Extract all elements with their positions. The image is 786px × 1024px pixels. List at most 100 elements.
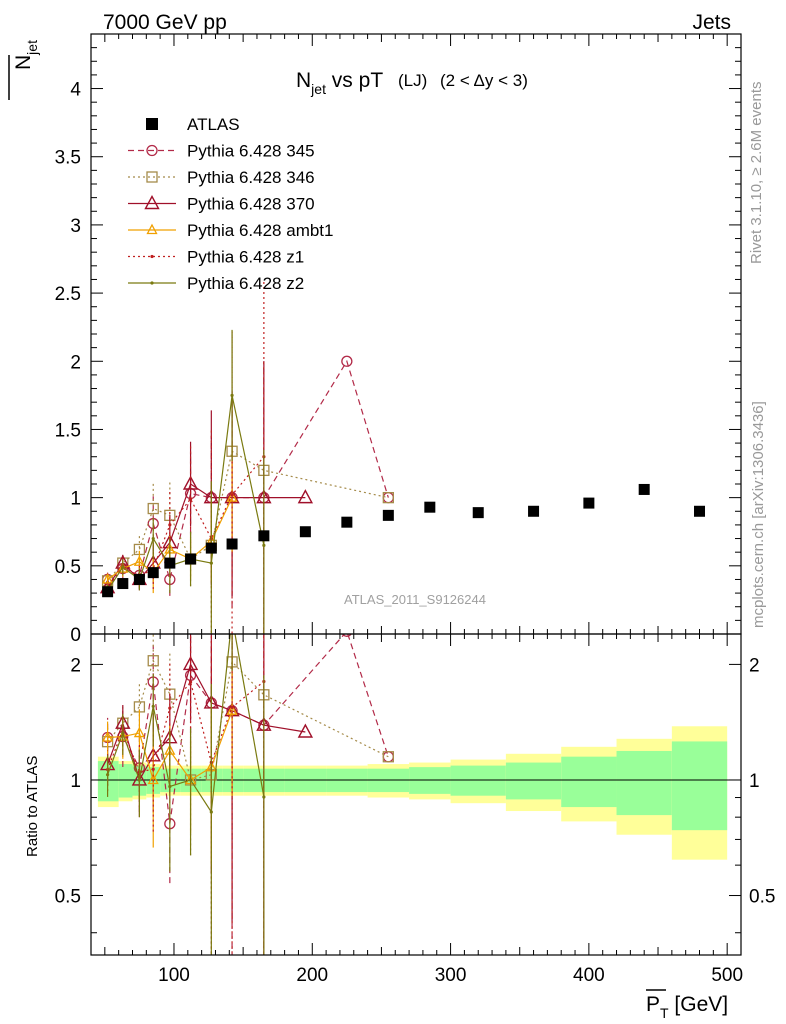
series-ratio-line — [107, 659, 389, 781]
series-point — [182, 475, 199, 490]
header-jets-label: Jets — [692, 11, 731, 34]
series-ratio-point — [102, 731, 114, 742]
series-ratio-point — [341, 634, 352, 637]
series-line — [107, 450, 389, 582]
x-tick-label: 400 — [573, 965, 605, 986]
series-point — [147, 502, 159, 515]
series-main-z2 — [105, 329, 266, 634]
atlas-data — [102, 483, 706, 598]
series-point — [230, 393, 234, 397]
ratio-uncertainty-bands — [91, 726, 741, 860]
x-tick-label: 300 — [435, 965, 467, 986]
x-axis-title-sub: T — [660, 1005, 669, 1021]
legend-label: Pythia 6.428 ambt1 — [187, 221, 333, 240]
y-tick-label: 2.5 — [55, 284, 81, 305]
title-range: (2 < Δy < 3) — [440, 71, 528, 90]
atlas-data-point — [299, 526, 311, 538]
series-ratio-point — [105, 773, 110, 777]
series-ratio-p345 — [101, 634, 394, 955]
header-energy-label: 7000 GeV pp — [103, 11, 227, 34]
ratio-y-tick-label-left: 0.5 — [55, 887, 81, 908]
y-tick-label: 4 — [70, 80, 81, 101]
atlas-data-point — [694, 505, 706, 517]
atlas-data-point — [164, 557, 176, 569]
y-tick-label: 0 — [70, 625, 81, 646]
y-tick-label: 0.5 — [55, 557, 81, 578]
series-point — [230, 493, 234, 497]
series-point — [341, 355, 353, 367]
legend-label: Pythia 6.428 z1 — [187, 248, 304, 267]
x-axis-title: PT [GeV] — [646, 989, 729, 1021]
legend-atlas-marker — [146, 118, 158, 130]
rivet-label: Rivet 3.1.10, ≥ 2.6M events — [748, 82, 765, 265]
series-line — [107, 483, 306, 588]
legend-marker — [144, 195, 160, 210]
series-line — [107, 456, 265, 590]
y-axis-title-main-sub: jet — [24, 40, 40, 56]
series-ratio-point — [297, 723, 314, 738]
mcplots-label: mcplots.cern.ch [arXiv:1306.3436] — [750, 401, 767, 628]
atlas-data-point — [424, 501, 436, 513]
series-ratio-point — [226, 704, 238, 715]
series-point — [188, 497, 193, 501]
series-ratio-point — [262, 795, 266, 799]
band-inner-segment — [671, 741, 728, 831]
x-axis-title-p: P — [646, 993, 660, 1016]
series-main-z1 — [105, 279, 266, 634]
band-inner-segment — [450, 765, 506, 796]
title-lj: (LJ) — [398, 71, 427, 90]
atlas-data-point — [185, 553, 197, 565]
ratio-y-tick-label-left: 2 — [70, 655, 81, 676]
legend-marker — [146, 144, 158, 157]
legend-marker — [150, 254, 154, 259]
plot-title: Njet vs pT (LJ) (2 < Δy < 3) — [296, 69, 528, 97]
atlas-data-point — [583, 497, 595, 509]
band-inner-segment — [409, 767, 451, 794]
band-inner-segment — [561, 756, 617, 808]
ratio-y-tick-label-right: 2 — [749, 655, 760, 676]
legend-label: Pythia 6.428 346 — [187, 168, 315, 187]
series-ratio-point — [188, 778, 193, 782]
series-ratio-line — [107, 680, 265, 773]
legend-marker — [146, 223, 158, 235]
atlas-data-point — [528, 505, 540, 517]
atlas-data-point — [472, 507, 484, 519]
series-point — [151, 536, 155, 541]
legend-atlas-label: ATLAS — [187, 115, 240, 134]
legend: ATLAS Pythia 6.428 345 Pythia 6.428 346 Pyt… — [128, 115, 333, 293]
series-ratio-point — [147, 655, 159, 667]
title-main: N — [296, 69, 311, 92]
series-point — [168, 523, 172, 527]
series-point — [102, 573, 114, 584]
series-point — [262, 543, 266, 547]
x-tick-label: 100 — [158, 965, 190, 986]
series-point — [297, 489, 314, 504]
series-point — [382, 491, 394, 504]
x-tick-label: 200 — [296, 965, 328, 986]
analysis-watermark: ATLAS_2011_S9126244 — [344, 592, 486, 607]
band-inner-segment — [97, 761, 119, 802]
series-point — [133, 555, 145, 566]
ratio-frame — [90, 633, 742, 956]
series-ratio-point — [133, 726, 145, 738]
legend-marker — [150, 281, 154, 285]
y-axis-title-main-n: N — [12, 55, 35, 70]
svg-text:Njet: Njet — [12, 40, 40, 70]
series-point — [226, 491, 238, 502]
x-axis-title-unit: [GeV] — [669, 993, 729, 1016]
y-tick-label: 3.5 — [55, 148, 81, 169]
atlas-data-point — [638, 483, 650, 495]
series-ratio-point — [151, 704, 155, 708]
series-point — [209, 561, 213, 565]
svg-text:Njet vs pT: Njet vs pT — [296, 69, 383, 97]
series-point — [121, 565, 125, 569]
series-ratio-point — [168, 784, 172, 789]
atlas-data-point — [147, 567, 159, 579]
series-ratio-point — [382, 751, 394, 763]
y-axis-title-main: Njet — [8, 40, 40, 100]
legend-marker — [146, 171, 158, 183]
atlas-data-point — [226, 538, 238, 550]
title-vs: vs pT — [326, 69, 383, 92]
series-ratio-point — [209, 810, 213, 814]
